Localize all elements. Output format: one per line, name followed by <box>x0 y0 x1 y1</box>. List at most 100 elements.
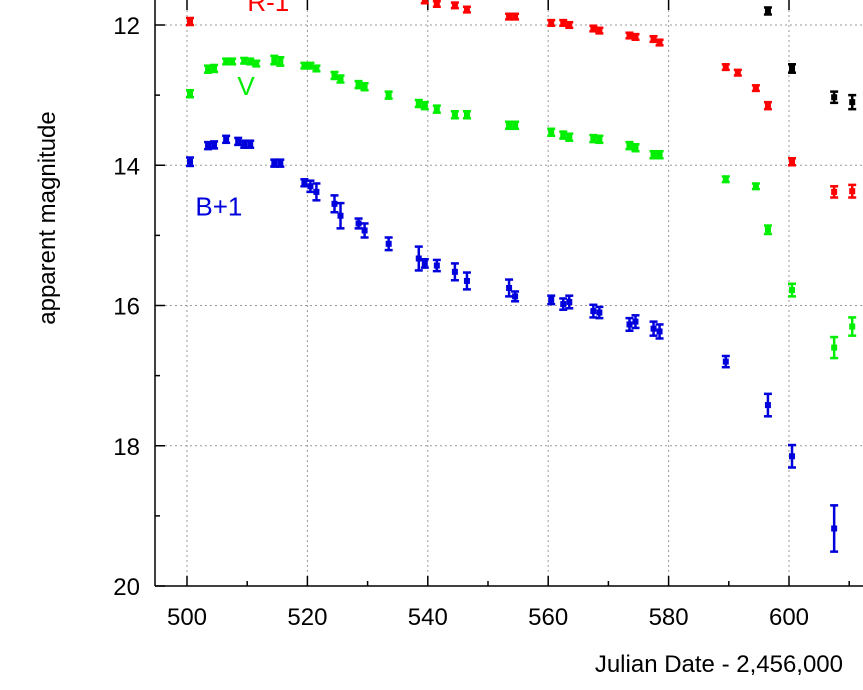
data-point <box>312 64 321 73</box>
data-point <box>511 12 520 21</box>
point-marker <box>253 60 260 67</box>
point-marker <box>361 83 368 90</box>
data-point <box>462 110 471 120</box>
data-point <box>330 194 339 214</box>
data-point <box>450 1 459 10</box>
point-marker <box>590 308 597 315</box>
point-marker <box>506 122 513 129</box>
data-point <box>234 136 243 147</box>
x-tick-label: 500 <box>167 604 207 631</box>
point-marker <box>566 22 573 28</box>
series-v <box>186 54 857 360</box>
point-marker <box>764 402 771 409</box>
data-point <box>848 316 857 337</box>
data-point <box>565 20 574 30</box>
point-marker <box>241 141 248 148</box>
data-point <box>788 63 797 74</box>
data-point <box>763 392 772 418</box>
data-point <box>721 354 730 369</box>
data-point <box>336 201 345 230</box>
point-marker <box>752 85 759 92</box>
x-tick-label: 560 <box>528 604 568 631</box>
point-marker <box>789 158 796 165</box>
point-marker <box>722 64 729 71</box>
series-label-v: V <box>237 71 255 101</box>
point-marker <box>463 111 470 118</box>
data-point <box>565 294 574 310</box>
point-marker <box>656 39 663 46</box>
data-point <box>270 54 279 66</box>
data-point <box>354 79 363 90</box>
point-marker <box>632 33 639 40</box>
data-point <box>186 16 195 27</box>
series-r1 <box>186 0 857 199</box>
point-marker <box>313 188 320 195</box>
y-tick-label: 18 <box>113 434 140 461</box>
data-point <box>228 57 237 66</box>
data-point <box>830 90 839 105</box>
data-point <box>595 305 604 320</box>
point-marker <box>421 0 428 4</box>
data-point <box>360 81 369 92</box>
data-point <box>721 175 730 184</box>
data-point <box>848 93 857 111</box>
point-marker <box>548 129 555 136</box>
point-marker <box>451 268 458 275</box>
point-marker <box>451 111 458 118</box>
point-marker <box>566 134 573 141</box>
point-marker <box>307 62 314 69</box>
x-tick-label: 580 <box>649 604 689 631</box>
x-axis-title: Julian Date - 2,456,000 <box>595 651 843 678</box>
point-marker <box>301 179 308 186</box>
data-point <box>360 222 369 239</box>
point-marker <box>463 277 470 284</box>
data-point <box>450 110 459 120</box>
point-marker <box>596 27 603 34</box>
point-marker <box>560 132 567 139</box>
point-marker <box>849 99 856 106</box>
data-point <box>420 257 429 269</box>
point-marker <box>506 13 513 20</box>
data-point <box>559 18 568 27</box>
data-point <box>462 5 471 14</box>
point-marker <box>361 227 368 234</box>
data-point <box>655 323 664 340</box>
data-point <box>631 314 640 330</box>
data-point <box>649 320 658 337</box>
point-marker <box>831 525 838 532</box>
point-marker <box>247 58 254 65</box>
series-label-r1: R-1 <box>247 0 289 17</box>
data-marks <box>186 0 857 553</box>
point-marker <box>415 100 422 107</box>
data-point <box>432 258 441 273</box>
point-marker <box>626 321 633 328</box>
point-marker <box>626 142 633 149</box>
point-marker <box>722 358 729 365</box>
data-point <box>547 294 556 306</box>
point-marker <box>650 36 657 43</box>
point-marker <box>789 287 796 294</box>
data-point <box>631 142 640 153</box>
point-marker <box>271 160 278 167</box>
x-tick-label: 600 <box>769 604 809 631</box>
data-point <box>788 282 797 298</box>
data-point <box>788 443 797 469</box>
point-marker <box>307 183 314 190</box>
data-point <box>384 90 393 100</box>
point-marker <box>241 57 248 64</box>
point-marker <box>626 32 633 39</box>
data-point <box>788 156 797 167</box>
point-marker <box>650 151 657 158</box>
point-marker <box>229 58 236 65</box>
point-marker <box>789 453 796 460</box>
point-marker <box>590 135 597 142</box>
data-point <box>420 0 429 5</box>
point-marker <box>187 18 194 25</box>
data-point <box>649 34 658 44</box>
data-point <box>830 335 839 360</box>
point-marker <box>831 94 838 101</box>
data-point <box>830 185 839 199</box>
point-marker <box>205 142 212 149</box>
grid <box>155 0 863 586</box>
